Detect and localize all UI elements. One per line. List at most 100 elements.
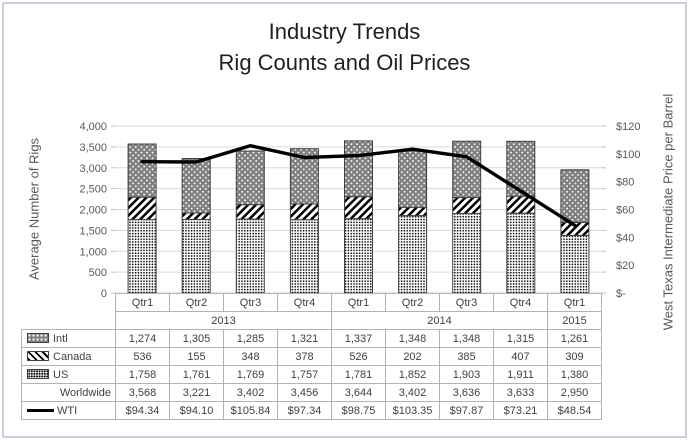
- table-cell: 378: [277, 347, 332, 366]
- table-cell: 3,402: [385, 383, 440, 402]
- table-cell: 3,221: [169, 383, 224, 402]
- legend-key-us-icon: [27, 368, 49, 379]
- table-cell: 536: [115, 347, 170, 366]
- table-cell: 155: [169, 347, 224, 366]
- table-cell: 1,761: [169, 365, 224, 384]
- year-row: 2013 2014 2015: [22, 311, 602, 330]
- left-axis-tick-label: 2,000: [79, 205, 107, 217]
- series-label: Canada: [21, 347, 116, 366]
- bar-segment-us: [344, 218, 373, 294]
- left-axis-tick-label: 0: [101, 288, 107, 300]
- table-cell: 526: [331, 347, 386, 366]
- bar-segment-intl: [452, 140, 482, 198]
- table-cell: 3,568: [115, 383, 170, 402]
- bar-segment-us: [127, 219, 157, 294]
- left-axis-tick-label: 1,500: [79, 225, 107, 237]
- table-cell: 1,337: [331, 329, 386, 348]
- table-cell: 1,348: [439, 329, 494, 348]
- table-cell: $48.54: [547, 401, 602, 420]
- left-axis-tick-label: 4,000: [79, 121, 107, 133]
- table-cell: 1,769: [223, 365, 278, 384]
- table-cell: 1,911: [493, 365, 548, 384]
- bar-segment-intl: [344, 140, 373, 198]
- table-cell: $97.87: [439, 401, 494, 420]
- table-cell: $103.35: [385, 401, 440, 420]
- data-table: Qtr1 Qtr2 Qtr3 Qtr4 Qtr1 Qtr2 Qtr3 Qtr4 Qtr1 2013…: [21, 293, 602, 420]
- category-label: Qtr1: [547, 293, 602, 312]
- table-cell: $98.75: [331, 401, 386, 420]
- right-axis-tick-label: $60: [616, 205, 634, 217]
- chart-title-line1: Industry Trends: [268, 19, 421, 44]
- left-axis-tick-label: 3,500: [79, 142, 107, 154]
- table-cell: $97.34: [277, 401, 332, 420]
- table-corner: [22, 294, 116, 312]
- table-cell: 1,781: [331, 365, 386, 384]
- bar-segment-us: [235, 218, 265, 294]
- category-label: Qtr1: [115, 293, 170, 312]
- left-axis-tick-label: 500: [89, 267, 107, 279]
- category-label: Qtr3: [439, 293, 494, 312]
- table-cell: 1,380: [547, 365, 602, 384]
- series-label: Worldwide: [21, 383, 116, 402]
- bar-segment-canada: [452, 197, 482, 215]
- table-cell: $105.84: [223, 401, 278, 420]
- table-cell: 3,456: [277, 383, 332, 402]
- table-cell: 1,285: [223, 329, 278, 348]
- year-label: 2013: [115, 311, 332, 330]
- bar-segment-canada: [344, 196, 373, 220]
- table-cell: 1,261: [547, 329, 602, 348]
- table-cell: 309: [547, 347, 602, 366]
- right-axis-tick-label: $100: [616, 149, 640, 161]
- bar-segment-us: [181, 219, 211, 294]
- table-row: Worldwide 3,568 3,221 3,402 3,456 3,644 3,402 3…: [21, 383, 602, 402]
- table-cell: 1,903: [439, 365, 494, 384]
- chart-title-line2: Rig Counts and Oil Prices: [218, 50, 471, 75]
- table-cell: 3,633: [493, 383, 548, 402]
- legend-key-canada-icon: [27, 350, 49, 361]
- bar-segment-intl: [398, 150, 428, 208]
- bar-segment-intl: [181, 158, 211, 214]
- table-cell: $73.21: [493, 401, 548, 420]
- bar-segment-us: [398, 215, 428, 294]
- bar-segment-intl: [506, 140, 536, 197]
- category-label: Qtr2: [385, 293, 440, 312]
- right-axis-tick-label: $-: [616, 288, 626, 300]
- bar-segment-us: [452, 213, 482, 294]
- table-cell: 1,305: [169, 329, 224, 348]
- table-cell: 1,274: [115, 329, 170, 348]
- series-label: US: [21, 365, 116, 384]
- bar-segment-intl: [560, 169, 590, 223]
- table-cell: 202: [385, 347, 440, 366]
- category-label: Qtr2: [169, 293, 224, 312]
- right-axis-tick-label: $20: [616, 260, 634, 272]
- bar-segment-canada: [235, 204, 265, 220]
- left-axis-tick-label: 2,500: [79, 184, 107, 196]
- category-label: Qtr3: [223, 293, 278, 312]
- table-row: Canada 536 155 348 378 526 202 385 407 309: [21, 347, 602, 366]
- right-axis-tick-label: $40: [616, 232, 634, 244]
- table-cell: 1,321: [277, 329, 332, 348]
- table-cell: 1,757: [277, 365, 332, 384]
- bar-segment-canada: [127, 196, 157, 221]
- table-cell: $94.10: [169, 401, 224, 420]
- series-label: Intl: [21, 329, 116, 348]
- bar-segment-intl: [235, 150, 265, 206]
- category-label: Qtr1: [331, 293, 386, 312]
- bar-segment-us: [560, 234, 590, 294]
- table-row: Intl 1,274 1,305 1,285 1,321 1,337 1,348 1,348 1…: [21, 329, 602, 348]
- left-axis-tick-label: 1,000: [79, 246, 107, 258]
- series-label: WTI: [21, 401, 116, 420]
- bar-segment-us: [289, 219, 319, 294]
- bar-segment-canada: [398, 206, 428, 217]
- year-label: 2015: [547, 311, 602, 330]
- table-cell: 3,644: [331, 383, 386, 402]
- legend-key-wti-icon: [27, 408, 54, 412]
- bar-segment-us: [506, 212, 536, 294]
- table-cell: 1,315: [493, 329, 548, 348]
- chart-title: Industry Trends Rig Counts and Oil Price…: [0, 16, 689, 78]
- bar-segment-canada: [181, 212, 211, 220]
- table-cell: 3,636: [439, 383, 494, 402]
- table-cell: 1,852: [385, 365, 440, 384]
